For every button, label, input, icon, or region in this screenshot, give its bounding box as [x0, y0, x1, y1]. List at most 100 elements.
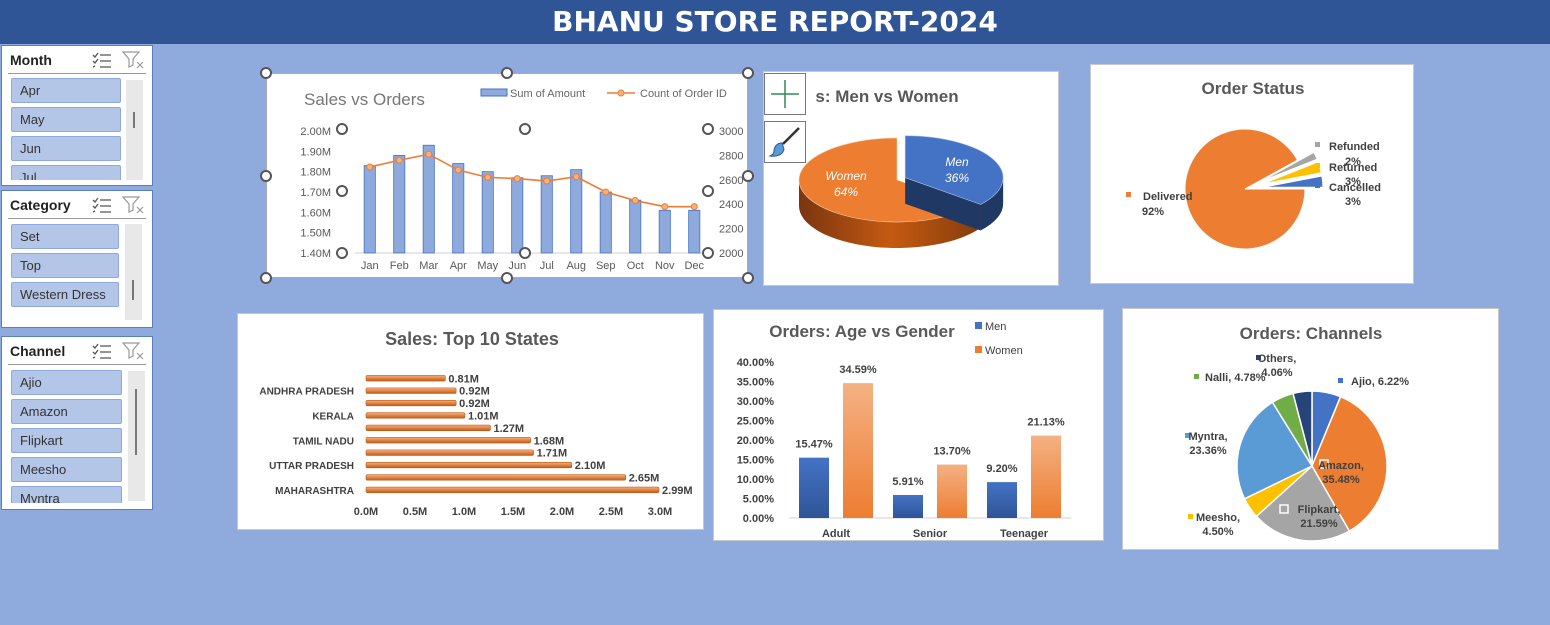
line-marker — [454, 166, 462, 174]
legend-marker — [1256, 355, 1261, 360]
plot-area-handle[interactable] — [336, 185, 348, 197]
slice-value: 4.50% — [1202, 526, 1233, 538]
data-label: 1.01M — [468, 410, 499, 422]
resize-handle[interactable] — [260, 272, 272, 284]
channels-chart[interactable]: Orders: Channels Ajio, 6.22% Amazon, 35.48… — [1122, 308, 1499, 550]
plot-area-handle[interactable] — [519, 123, 531, 135]
slicer-scrollbar[interactable] — [125, 224, 142, 320]
slicer-item-ajio[interactable]: Ajio — [11, 370, 122, 395]
line-marker — [690, 203, 698, 211]
slicer-scrollbar[interactable] — [128, 371, 145, 501]
bar — [365, 387, 457, 394]
category-slicer[interactable]: Category Set Top Western Dress — [1, 190, 153, 328]
data-label: 0.81M — [448, 373, 479, 385]
slicer-item-may[interactable]: May — [11, 107, 121, 132]
slicer-title: Category — [10, 197, 71, 213]
order-status-chart[interactable]: Order Status Delivered 92% Refunded 2% Retur… — [1090, 64, 1414, 284]
plot-area-handle[interactable] — [702, 123, 714, 135]
slice-value: 92% — [1142, 206, 1164, 218]
y2-tick-label: 2000 — [719, 248, 743, 260]
y-tick-label: 10.00% — [737, 474, 775, 486]
bar — [365, 375, 446, 382]
slicer-title: Month — [10, 52, 52, 68]
bar — [843, 383, 873, 518]
plot-area-handle[interactable] — [336, 123, 348, 135]
y-tick-label: ANDHRA PRADESH — [259, 387, 354, 398]
slicer-item-set[interactable]: Set — [11, 224, 119, 249]
x-tick-label: Jan — [361, 260, 379, 272]
plot-area-handle[interactable] — [519, 247, 531, 259]
bar — [540, 175, 553, 254]
bar — [688, 209, 701, 254]
y-tick-label: 1.40M — [300, 248, 331, 260]
y-tick-label: 1.70M — [300, 187, 331, 199]
line-marker — [395, 156, 403, 164]
x-tick-label: 0.0M — [354, 506, 378, 518]
slicer-item-amazon[interactable]: Amazon — [11, 399, 122, 424]
legend-label: Men — [985, 321, 1006, 333]
line-marker — [366, 163, 374, 171]
line-marker — [425, 150, 433, 158]
slicer-item-western-dress[interactable]: Western Dress — [11, 282, 119, 307]
slicer-item-meesho[interactable]: Meesho — [11, 457, 122, 482]
legend-marker — [1188, 514, 1193, 519]
y2-tick-label: 2600 — [719, 175, 743, 187]
top-states-chart[interactable]: Sales: Top 10 States 2.99M MAHARASHTRA 2.6… — [237, 313, 704, 530]
bar — [452, 163, 465, 254]
slicer-scrollbar[interactable] — [126, 80, 143, 180]
channel-slicer[interactable]: Channel Ajio Amazon Flipkart Meesho Mynt… — [1, 336, 153, 510]
clear-filter-icon[interactable] — [122, 342, 144, 360]
pie-canvas: Orders: Channels Ajio, 6.22% Amazon, 35.48… — [1185, 324, 1409, 542]
resize-handle[interactable] — [260, 67, 272, 79]
slice-value: 3% — [1345, 196, 1361, 208]
multiselect-icon[interactable] — [92, 343, 112, 359]
men-vs-women-chart[interactable]: s: Men vs Women Women 64% Men 36% — [763, 71, 1059, 286]
y-tick-label: 2.00M — [300, 126, 331, 138]
clear-filter-icon[interactable] — [122, 51, 144, 69]
slice-label: Cancelled — [1329, 182, 1381, 194]
slicer-item-flipkart[interactable]: Flipkart — [11, 428, 122, 453]
x-tick-label: Aug — [566, 260, 586, 272]
slice-label: Nalli, 4.78% — [1205, 372, 1266, 384]
chart-styles-button[interactable] — [764, 121, 806, 163]
clear-filter-icon[interactable] — [122, 196, 144, 214]
y-tick-label: 40.00% — [737, 357, 775, 369]
women-slice-side — [799, 180, 982, 248]
y-tick-label: 30.00% — [737, 396, 775, 408]
multiselect-icon[interactable] — [92, 197, 112, 213]
x-tick-label: Feb — [390, 260, 409, 272]
data-label: 0.92M — [459, 398, 490, 410]
y-tick-label: UTTAR PRADESH — [269, 461, 354, 472]
data-label: 2.65M — [629, 472, 660, 484]
resize-handle[interactable] — [742, 272, 754, 284]
resize-handle[interactable] — [501, 272, 513, 284]
resize-handle[interactable] — [742, 170, 754, 182]
plot-area-handle[interactable] — [336, 247, 348, 259]
bar — [629, 199, 642, 254]
chart-title: s: Men vs Women — [815, 87, 958, 106]
resize-handle[interactable] — [501, 67, 513, 79]
plot-area-handle[interactable] — [702, 247, 714, 259]
bar — [481, 171, 494, 254]
multiselect-icon[interactable] — [92, 52, 112, 68]
slicer-item-apr[interactable]: Apr — [11, 78, 121, 103]
slice-label: Delivered — [1143, 191, 1193, 203]
x-tick-label: Teenager — [1000, 528, 1049, 540]
plot-area-handle[interactable] — [702, 185, 714, 197]
slicer-item-top[interactable]: Top — [11, 253, 119, 278]
slice-label: Amazon, — [1318, 460, 1364, 472]
slicer-item-myntra[interactable]: Myntra — [11, 486, 122, 503]
month-slicer[interactable]: Month Apr May Jun Jul — [1, 45, 153, 186]
chart-elements-button[interactable] — [764, 73, 806, 115]
slice-value: 64% — [834, 185, 858, 199]
legend-marker — [975, 322, 982, 329]
slicer-title: Channel — [10, 343, 66, 359]
resize-handle[interactable] — [742, 67, 754, 79]
x-tick-label: 2.5M — [599, 506, 623, 518]
report-title: BHANU STORE REPORT-2024 — [0, 0, 1550, 44]
resize-handle[interactable] — [260, 170, 272, 182]
age-vs-gender-chart[interactable]: Orders: Age vs Gender 40.00% 35.00% 30.00%… — [713, 309, 1104, 541]
slicer-item-jul[interactable]: Jul — [11, 165, 121, 180]
slicer-item-jun[interactable]: Jun — [11, 136, 121, 161]
sales-vs-orders-chart[interactable]: Sales vs Orders Sum of Amount Count of O… — [266, 73, 748, 278]
